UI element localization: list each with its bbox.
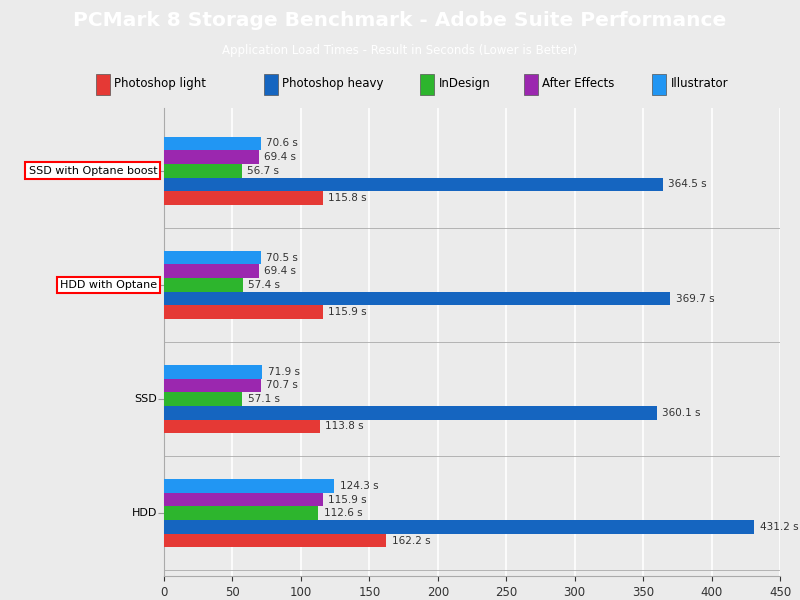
Text: SSD with Optane boost: SSD with Optane boost <box>29 166 157 176</box>
Bar <box>164 251 261 265</box>
Text: 71.9 s: 71.9 s <box>268 367 300 377</box>
Text: 369.7 s: 369.7 s <box>675 293 714 304</box>
Bar <box>420 73 434 94</box>
Text: 70.5 s: 70.5 s <box>266 253 298 263</box>
Bar <box>164 137 261 150</box>
Bar <box>164 406 657 419</box>
Bar <box>164 506 318 520</box>
Bar <box>164 191 322 205</box>
Text: HDD: HDD <box>132 508 157 518</box>
Text: 115.9 s: 115.9 s <box>328 494 366 505</box>
Text: 70.7 s: 70.7 s <box>266 380 298 391</box>
Text: 162.2 s: 162.2 s <box>391 536 430 545</box>
Bar <box>164 493 322 506</box>
Text: HDD with Optane: HDD with Optane <box>60 280 157 290</box>
Bar <box>164 164 242 178</box>
Bar <box>164 178 663 191</box>
Text: Photoshop light: Photoshop light <box>114 77 206 89</box>
Text: 124.3 s: 124.3 s <box>340 481 378 491</box>
Text: 113.8 s: 113.8 s <box>326 421 364 431</box>
Bar <box>164 278 242 292</box>
Bar <box>164 150 259 164</box>
Text: 364.5 s: 364.5 s <box>669 179 707 190</box>
Bar <box>164 479 334 493</box>
Bar <box>164 419 320 433</box>
Bar <box>164 379 261 392</box>
Bar <box>652 73 666 94</box>
Bar <box>264 73 278 94</box>
Text: 115.9 s: 115.9 s <box>328 307 366 317</box>
Text: 115.8 s: 115.8 s <box>328 193 366 203</box>
Bar <box>164 305 322 319</box>
Text: SSD: SSD <box>134 394 157 404</box>
Bar <box>164 265 259 278</box>
Bar <box>164 392 242 406</box>
Bar <box>164 292 670 305</box>
Text: InDesign: InDesign <box>438 77 490 89</box>
Text: Application Load Times - Result in Seconds (Lower is Better): Application Load Times - Result in Secon… <box>222 44 578 57</box>
Text: After Effects: After Effects <box>542 77 614 89</box>
Text: 112.6 s: 112.6 s <box>324 508 362 518</box>
Bar <box>164 534 386 547</box>
Text: 57.1 s: 57.1 s <box>248 394 280 404</box>
Text: PCMark 8 Storage Benchmark - Adobe Suite Performance: PCMark 8 Storage Benchmark - Adobe Suite… <box>74 11 726 29</box>
Text: Photoshop heavy: Photoshop heavy <box>282 77 384 89</box>
Text: 56.7 s: 56.7 s <box>247 166 279 176</box>
Text: 360.1 s: 360.1 s <box>662 408 701 418</box>
Bar <box>164 520 754 534</box>
Text: 431.2 s: 431.2 s <box>760 522 798 532</box>
Bar <box>96 73 110 94</box>
Text: 57.4 s: 57.4 s <box>248 280 280 290</box>
Text: 70.6 s: 70.6 s <box>266 139 298 148</box>
Text: Illustrator: Illustrator <box>670 77 728 89</box>
Text: 69.4 s: 69.4 s <box>265 152 297 162</box>
Bar <box>524 73 538 94</box>
Text: 69.4 s: 69.4 s <box>265 266 297 276</box>
Bar <box>164 365 262 379</box>
